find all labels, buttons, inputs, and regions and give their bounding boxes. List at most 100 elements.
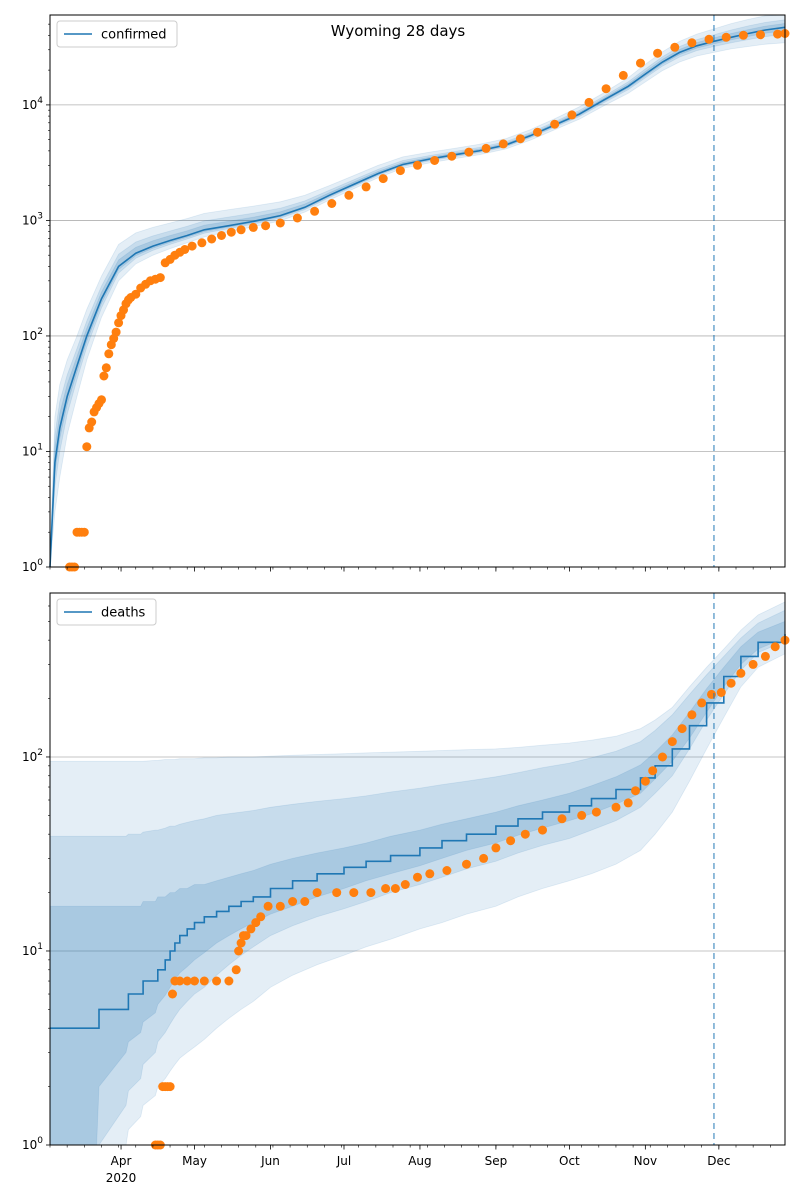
observed-point [479,853,489,863]
deaths-model-line [50,634,786,1029]
observed-point [667,737,677,747]
observed-point [197,238,207,248]
observed-point [114,318,124,328]
observed-point [413,160,422,170]
observed-point [155,273,165,283]
observed-point [726,678,736,688]
deaths-legend: deaths [56,598,157,626]
observed-point [716,688,726,697]
observed-point [261,221,271,231]
observed-point [697,698,707,708]
y-tick-label: 104 [22,96,43,112]
observed-point [310,206,320,216]
model-line-confirmed [49,26,786,568]
observed-point [275,218,285,228]
observed-point [165,1082,175,1092]
y-tick-label: 102 [22,327,43,343]
observed-point [442,866,452,875]
observed-point [623,798,633,808]
deaths-x-axis [49,1145,771,1150]
confirmed-axes-frame [49,14,786,568]
observed-point [538,825,547,835]
observed-point [292,213,302,223]
observed-point [481,143,491,153]
x-tick-label-oct: Oct [559,1154,580,1168]
confirmed-x-axis [49,567,771,572]
legend-label-confirmed: confirmed [101,28,167,43]
observed-point [464,147,474,157]
observed-point [498,139,508,149]
observed-point [748,659,758,669]
observed-point [256,912,266,922]
observed-point [462,859,471,869]
deaths-y-axis: 100 101 102 [22,605,50,1152]
deaths-axes-frame [49,592,786,1146]
confirmed-legend: confirmed [56,20,178,48]
observed-point [241,931,251,941]
observed-point [182,976,192,986]
observed-point [312,888,322,898]
x-tick-label-aug: Aug [408,1154,431,1168]
x-tick-label-may: May [182,1154,207,1168]
observed-point [756,30,765,40]
y-tick-label: 100 [22,1136,43,1152]
observed-point [248,222,258,232]
x-tick-label-nov: Nov [634,1154,657,1168]
deaths-panel: 100 101 102 deaths [22,592,790,1152]
observed-point [234,946,244,956]
observed-point [658,752,667,762]
observed-point [584,97,594,107]
observed-point [187,241,197,251]
observed-point [288,897,298,906]
observed-point [591,807,601,817]
confirmed-model-line [49,26,786,568]
figure-title: Wyoming 28 days [331,22,466,40]
observed-point [567,110,577,120]
observed-point [687,710,697,720]
observed-point [760,651,770,661]
observed-point [99,371,109,381]
x-year-label: 2020 [106,1171,137,1185]
observed-point [506,836,516,846]
observed-point [361,182,371,192]
observed-point [199,976,209,986]
observed-point [425,869,435,879]
observed-point [520,829,530,839]
observed-point [263,901,273,911]
observed-point [773,29,783,39]
observed-point [611,802,621,812]
y-tick-label: 100 [22,558,43,574]
observed-point [275,901,285,911]
observed-point [636,58,645,68]
observed-point [491,843,501,853]
deaths-observed-points [150,635,790,1150]
observed-point [390,884,400,893]
observed-point [131,289,141,299]
observed-point [631,786,640,796]
model-line-deaths [50,634,786,1029]
observed-point [207,234,217,244]
legend-box [56,20,178,48]
confirmed-y-axis: 100 101 102 103 104 [22,23,50,574]
observed-point [736,668,746,678]
observed-point [677,724,687,734]
y-tick-label: 102 [22,748,43,764]
observed-point [327,199,337,208]
x-tick-label-jul: Jul [336,1154,351,1168]
legend-box [56,598,157,626]
x-tick-label-apr: Apr [111,1154,132,1168]
observed-point [190,976,199,986]
observed-point [653,48,663,58]
observed-point [381,884,391,893]
x-tick-label-jun: Jun [260,1154,280,1168]
observed-point [349,888,359,898]
observed-point [670,42,680,52]
observed-point [226,227,236,237]
observed-point [180,245,190,254]
confirmed-panel: 100 101 102 103 104 confirmed Wyoming 28 day… [22,14,790,574]
observed-point [236,225,246,235]
confirmed-gridlines [50,104,785,452]
observed-point [300,897,310,906]
observed-point [168,989,177,999]
y-tick-label: 101 [22,942,43,958]
